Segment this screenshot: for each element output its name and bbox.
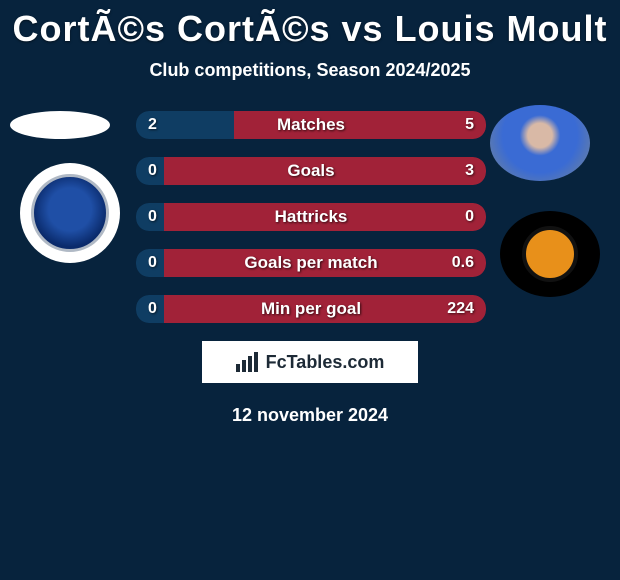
stat-left-value: 2 — [136, 111, 234, 139]
stat-left-value: 0 — [136, 249, 164, 277]
team-right-badge — [500, 211, 600, 297]
stat-right-value: 0.6 — [164, 249, 486, 277]
stat-row: 2 5 Matches — [136, 111, 486, 139]
stat-row: 0 0 Hattricks — [136, 203, 486, 231]
stat-row: 0 3 Goals — [136, 157, 486, 185]
player-left-avatar — [10, 111, 110, 139]
stat-row: 0 224 Min per goal — [136, 295, 486, 323]
stat-left-value: 0 — [136, 203, 164, 231]
stat-right-value: 3 — [164, 157, 486, 185]
stat-right-value: 5 — [234, 111, 486, 139]
stat-left-value: 0 — [136, 157, 164, 185]
team-left-badge — [20, 163, 120, 263]
stat-right-value: 0 — [164, 203, 486, 231]
player-right-avatar — [490, 105, 590, 181]
comparison-panel: 2 5 Matches 0 3 Goals 0 0 Hattricks 0 0.… — [0, 111, 620, 426]
date-label: 12 november 2024 — [0, 405, 620, 426]
subtitle: Club competitions, Season 2024/2025 — [0, 60, 620, 81]
page-title: CortÃ©s CortÃ©s vs Louis Moult — [0, 0, 620, 50]
brand-text: FcTables.com — [266, 352, 385, 373]
stat-right-value: 224 — [164, 295, 486, 323]
stat-left-value: 0 — [136, 295, 164, 323]
stat-row: 0 0.6 Goals per match — [136, 249, 486, 277]
team-left-badge-inner — [31, 174, 109, 252]
brand-badge: FcTables.com — [202, 341, 418, 383]
bar-chart-icon — [236, 352, 260, 372]
team-right-badge-inner — [522, 226, 578, 282]
stat-bars: 2 5 Matches 0 3 Goals 0 0 Hattricks 0 0.… — [136, 111, 486, 323]
